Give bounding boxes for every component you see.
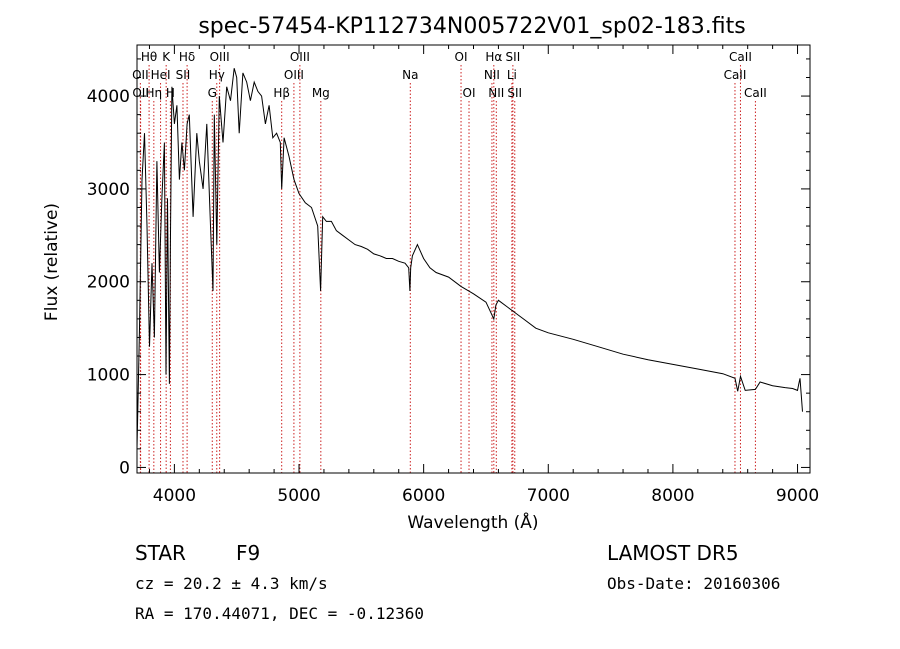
x-tick-label: 9000: [776, 486, 819, 506]
line-marker-label: H: [166, 86, 175, 100]
info-block: STAR F9 LAMOST DR5 cz = 20.2 ± 4.3 km/s …: [135, 541, 780, 623]
y-tick-label: 2000: [87, 273, 130, 293]
object-class: STAR: [135, 541, 186, 565]
line-marker-label: Hγ: [209, 68, 225, 82]
line-marker-label: Hη: [146, 86, 163, 100]
line-marker-label: Li: [507, 68, 517, 82]
line-marker-label: Hβ: [273, 86, 290, 100]
x-axis-label: Wavelength (Å): [407, 511, 538, 533]
y-tick-label: 4000: [87, 87, 130, 107]
y-tick-label: 3000: [87, 180, 130, 200]
line-marker-label: OI: [463, 86, 476, 100]
x-tick-label: 8000: [651, 486, 694, 506]
x-axis-ticks: 4000 5000 6000 7000 8000 9000: [148, 45, 819, 506]
observation-date: Obs-Date: 20160306: [607, 574, 780, 593]
y-axis-ticks: 0 1000 2000 3000 4000: [87, 58, 810, 478]
line-marker-label: NII: [488, 86, 504, 100]
line-marker-label: OI: [455, 50, 468, 64]
line-marker-label: Na: [402, 68, 418, 82]
emission-line-labels: Hθ K Hδ OIII OIII OI Hα SII CaII OII HeI SII Hγ OIII N…: [132, 50, 767, 100]
line-marker-label: SII: [506, 50, 521, 64]
line-marker-label: Mg: [312, 86, 330, 100]
line-marker-label: G: [208, 86, 217, 100]
spectrum-line: [136, 68, 803, 449]
line-marker-label: Hδ: [179, 50, 195, 64]
y-tick-label: 0: [119, 458, 130, 478]
line-marker-label: OIII: [284, 68, 304, 82]
line-marker-label: NII: [484, 68, 500, 82]
line-marker-label: HeI: [151, 68, 171, 82]
line-marker-label: Hθ: [141, 50, 157, 64]
y-axis-label: Flux (relative): [42, 203, 62, 321]
x-tick-label: 5000: [277, 486, 320, 506]
ra-dec: RA = 170.44071, DEC = -0.12360: [135, 604, 424, 623]
line-marker-label: OIII: [290, 50, 310, 64]
line-marker-label: SII: [507, 86, 522, 100]
x-tick-label: 4000: [153, 486, 196, 506]
object-subclass: F9: [236, 541, 260, 565]
x-tick-label: 6000: [402, 486, 445, 506]
y-tick-label: 1000: [87, 366, 130, 386]
line-marker-label: OII: [132, 68, 149, 82]
line-marker-label: OIII: [210, 50, 230, 64]
line-marker-label: CaII: [744, 86, 767, 100]
survey-name: LAMOST DR5: [607, 541, 739, 565]
emission-line-markers: [139, 65, 756, 473]
line-marker-label: SII: [176, 68, 191, 82]
line-marker-label: Hα: [485, 50, 502, 64]
chart-title: spec-57454-KP112734N005722V01_sp02-183.f…: [198, 14, 745, 39]
line-marker-label: CaII: [729, 50, 752, 64]
line-marker-label: CaII: [724, 68, 747, 82]
x-tick-label: 7000: [527, 486, 570, 506]
redshift-cz: cz = 20.2 ± 4.3 km/s: [135, 574, 328, 593]
line-marker-label: K: [162, 50, 171, 64]
